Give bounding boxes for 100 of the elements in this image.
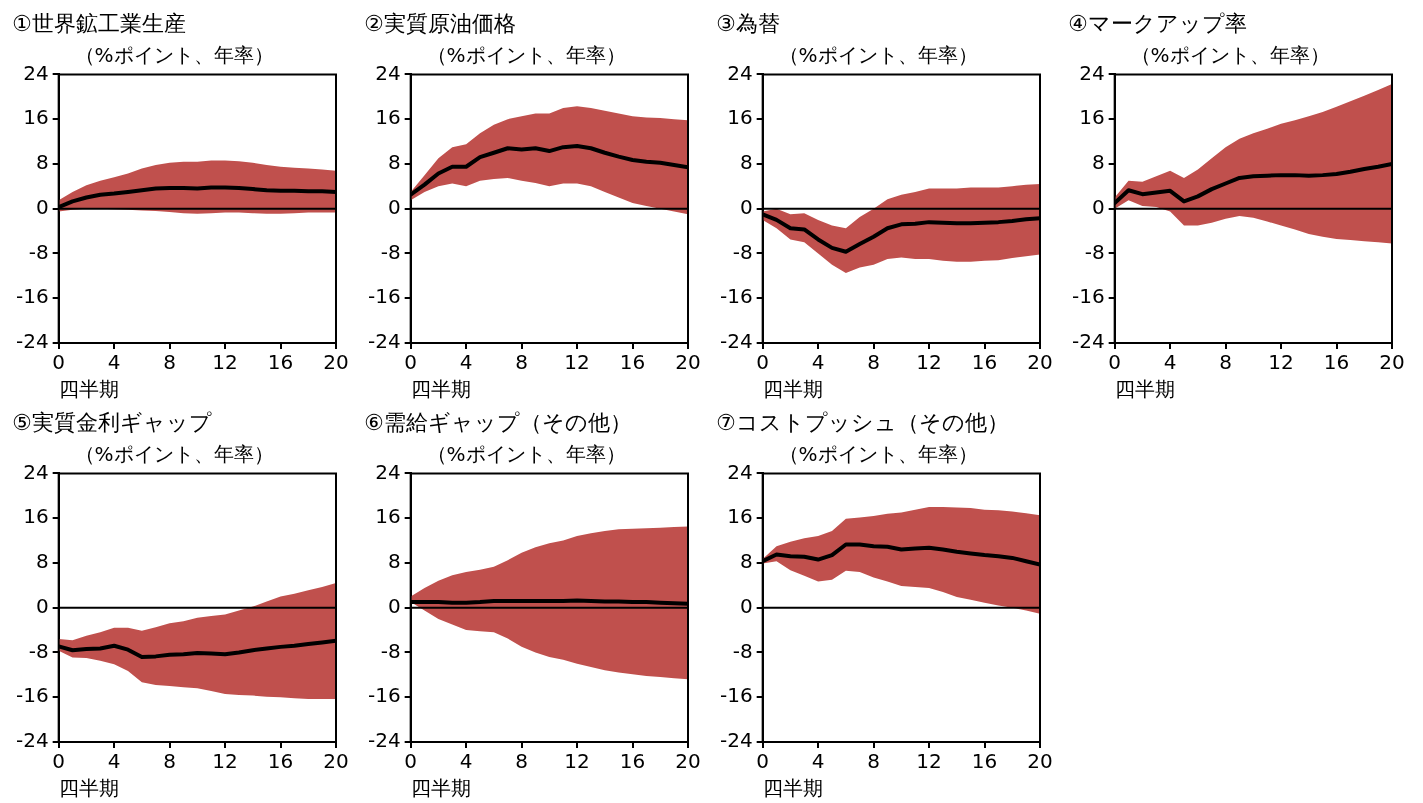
y-tick-label: 16	[727, 504, 753, 529]
x-tick-label: 20	[323, 350, 349, 375]
x-tick-label: 20	[1379, 350, 1405, 375]
y-tick-label: 8	[35, 549, 49, 574]
y-tick-label: 24	[375, 60, 401, 85]
x-tick-label: 8	[163, 350, 176, 375]
y-tick-label: 8	[387, 549, 401, 574]
x-tick-label: 0	[1108, 350, 1122, 375]
y-tick-label: -24	[15, 329, 49, 354]
x-axis-title: 四半期	[58, 377, 119, 402]
x-tick-label: 8	[515, 350, 528, 375]
chart-subtitle: （%ポイント、年率）	[778, 42, 978, 67]
x-tick-label: 8	[163, 749, 176, 774]
y-tick-label: -24	[15, 728, 49, 753]
x-tick-label: 8	[515, 749, 528, 774]
x-tick-label: 12	[212, 350, 238, 375]
y-tick-label: 0	[739, 593, 753, 618]
y-tick-label: -8	[380, 638, 401, 663]
x-tick-label: 8	[1219, 350, 1232, 375]
y-tick-label: -16	[15, 284, 49, 309]
x-tick-label: 20	[675, 350, 701, 375]
chart-title: ⑦コストプッシュ（その他）	[716, 409, 1009, 435]
x-tick-label: 12	[916, 350, 942, 375]
x-tick-label: 0	[404, 749, 418, 774]
y-tick-label: -24	[719, 329, 753, 354]
x-tick-label: 20	[675, 749, 701, 774]
y-tick-label: -8	[28, 239, 49, 264]
y-tick-label: 8	[1091, 150, 1105, 175]
chart-subtitle: （%ポイント、年率）	[74, 42, 274, 67]
y-tick-label: 8	[739, 150, 753, 175]
chart-title: ①世界鉱工業生産	[12, 10, 186, 36]
x-tick-label: 4	[107, 749, 121, 774]
x-tick-label: 4	[811, 749, 825, 774]
y-tick-label: 0	[35, 194, 49, 219]
y-tick-label: -24	[719, 728, 753, 753]
y-tick-label: 24	[375, 459, 401, 484]
y-tick-label: 24	[727, 60, 753, 85]
chart-title: ②実質原油価格	[364, 10, 516, 36]
x-tick-label: 8	[867, 350, 880, 375]
x-tick-label: 0	[756, 749, 770, 774]
y-tick-label: -16	[367, 683, 401, 708]
y-tick-label: -16	[719, 683, 753, 708]
y-tick-label: 16	[727, 105, 753, 130]
y-tick-label: 8	[387, 150, 401, 175]
y-tick-label: 16	[1079, 105, 1105, 130]
x-tick-label: 4	[1163, 350, 1177, 375]
y-tick-label: -8	[1084, 239, 1105, 264]
chart-title: ⑥需給ギャップ（その他）	[364, 409, 632, 435]
x-tick-label: 0	[52, 350, 66, 375]
x-tick-label: 12	[564, 350, 590, 375]
y-tick-label: 8	[35, 150, 49, 175]
y-tick-label: -16	[719, 284, 753, 309]
x-tick-label: 16	[619, 350, 646, 375]
x-tick-label: 12	[1268, 350, 1294, 375]
x-axis-title: 四半期	[762, 776, 823, 801]
y-tick-label: -16	[15, 683, 49, 708]
chart-title: ④マークアップ率	[1068, 10, 1247, 36]
x-axis-title: 四半期	[58, 776, 119, 801]
x-tick-label: 16	[971, 749, 998, 774]
x-tick-label: 4	[107, 350, 121, 375]
x-axis-title: 四半期	[410, 377, 471, 402]
x-tick-label: 16	[619, 749, 646, 774]
y-tick-label: 24	[727, 459, 753, 484]
y-tick-label: 24	[1079, 60, 1105, 85]
x-tick-label: 0	[756, 350, 770, 375]
y-tick-label: -24	[367, 728, 401, 753]
x-tick-label: 12	[564, 749, 590, 774]
y-tick-label: 24	[23, 60, 49, 85]
chart-title: ③為替	[716, 10, 780, 36]
x-axis-title: 四半期	[1114, 377, 1175, 402]
chart-subtitle: （%ポイント、年率）	[778, 441, 978, 466]
x-tick-label: 0	[52, 749, 66, 774]
x-tick-label: 16	[1323, 350, 1350, 375]
x-tick-label: 4	[459, 350, 473, 375]
x-axis-title: 四半期	[762, 377, 823, 402]
x-tick-label: 8	[867, 749, 880, 774]
x-tick-label: 12	[212, 749, 238, 774]
y-tick-label: -8	[732, 239, 753, 264]
chart-subtitle: （%ポイント、年率）	[1130, 42, 1330, 67]
y-tick-label: 0	[387, 593, 401, 618]
x-tick-label: 16	[267, 749, 294, 774]
chart-title: ⑤実質金利ギャップ	[12, 409, 212, 435]
y-tick-label: 16	[23, 105, 49, 130]
x-tick-label: 12	[916, 749, 942, 774]
x-tick-label: 20	[1027, 749, 1053, 774]
x-tick-label: 16	[971, 350, 998, 375]
x-tick-label: 20	[1027, 350, 1053, 375]
chart-subtitle: （%ポイント、年率）	[74, 441, 274, 466]
y-tick-label: -8	[380, 239, 401, 264]
y-tick-label: 16	[23, 504, 49, 529]
y-tick-label: -8	[28, 638, 49, 663]
x-axis-title: 四半期	[410, 776, 471, 801]
y-tick-label: 24	[23, 459, 49, 484]
y-tick-label: -24	[1071, 329, 1105, 354]
y-tick-label: 0	[387, 194, 401, 219]
y-tick-label: 0	[35, 593, 49, 618]
y-tick-label: -8	[732, 638, 753, 663]
y-tick-label: -24	[367, 329, 401, 354]
chart-subtitle: （%ポイント、年率）	[426, 42, 626, 67]
y-tick-label: 16	[375, 105, 401, 130]
